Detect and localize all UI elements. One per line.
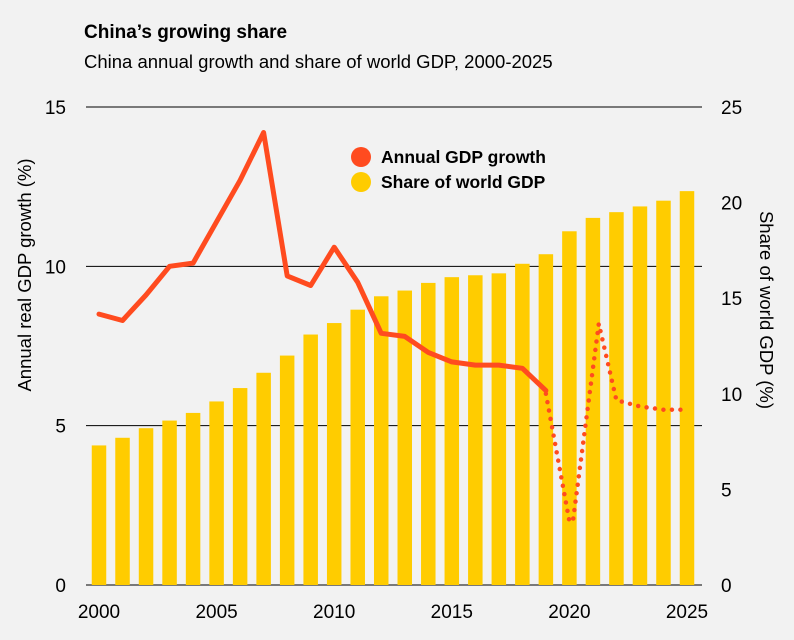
right-tick-label: 20 bbox=[721, 194, 742, 215]
right-tick-label: 10 bbox=[721, 385, 742, 406]
right-tick-label: 25 bbox=[721, 98, 742, 119]
x-tick-label: 2025 bbox=[666, 602, 708, 623]
left-tick-label: 5 bbox=[55, 417, 66, 438]
bar-2025 bbox=[679, 191, 695, 586]
bar-2013 bbox=[397, 290, 413, 585]
bar-2003 bbox=[162, 420, 177, 585]
bar-2007 bbox=[256, 372, 271, 585]
x-tick-label: 2005 bbox=[195, 602, 237, 623]
legend-marker-growth bbox=[351, 147, 371, 167]
bar-2020 bbox=[562, 231, 577, 585]
bar-2002 bbox=[138, 428, 154, 585]
left-tick-label: 0 bbox=[55, 576, 66, 597]
left-tick-label: 15 bbox=[45, 98, 66, 119]
bar-2015 bbox=[444, 277, 460, 585]
growth-line-solid bbox=[96, 130, 549, 394]
bar-2012 bbox=[373, 296, 389, 585]
right-tick-label: 5 bbox=[721, 480, 732, 501]
bar-2014 bbox=[421, 282, 436, 585]
x-tick-label: 2020 bbox=[548, 602, 590, 623]
bar-2011 bbox=[350, 309, 365, 585]
bar-2010 bbox=[326, 323, 342, 585]
bar-2008 bbox=[279, 355, 295, 585]
bar-2021 bbox=[585, 217, 601, 585]
bar-2000 bbox=[91, 445, 107, 585]
bar-2018 bbox=[515, 263, 530, 585]
bar-2006 bbox=[232, 388, 248, 585]
left-axis-label: Annual real GDP growth (%) bbox=[14, 158, 35, 391]
right-tick-label: 0 bbox=[721, 576, 732, 597]
x-tick-label: 2000 bbox=[78, 602, 120, 623]
x-tick-label: 2015 bbox=[431, 602, 473, 623]
right-axis-ticks: 0 5 10 15 20 25 bbox=[721, 98, 742, 597]
bar-2009 bbox=[303, 334, 318, 585]
x-tick-label: 2010 bbox=[313, 602, 355, 623]
bar-2005 bbox=[209, 401, 224, 585]
chart-subtitle: China annual growth and share of world G… bbox=[84, 51, 553, 72]
legend: Annual GDP growth Share of world GDP bbox=[351, 147, 546, 192]
legend-label-share: Share of world GDP bbox=[381, 172, 546, 192]
left-tick-label: 10 bbox=[45, 257, 66, 278]
legend-marker-share bbox=[351, 172, 371, 192]
bar-2017 bbox=[491, 273, 507, 585]
legend-label-growth: Annual GDP growth bbox=[381, 147, 546, 167]
bar-2016 bbox=[468, 275, 483, 585]
bar-2024 bbox=[656, 200, 671, 586]
bar-2004 bbox=[185, 412, 201, 585]
x-axis-ticks: 2000 2005 2010 2015 2020 2025 bbox=[78, 602, 708, 623]
bar-2019 bbox=[538, 254, 554, 585]
right-tick-label: 15 bbox=[721, 289, 742, 310]
share-bars bbox=[91, 191, 695, 586]
growth-lines bbox=[96, 130, 690, 524]
bar-2001 bbox=[115, 437, 130, 585]
right-axis-label: Share of world GDP (%) bbox=[756, 211, 777, 409]
chart-title: China’s growing share bbox=[84, 22, 288, 43]
bar-2023 bbox=[632, 206, 648, 585]
left-axis-ticks: 0 5 10 15 bbox=[45, 98, 66, 597]
